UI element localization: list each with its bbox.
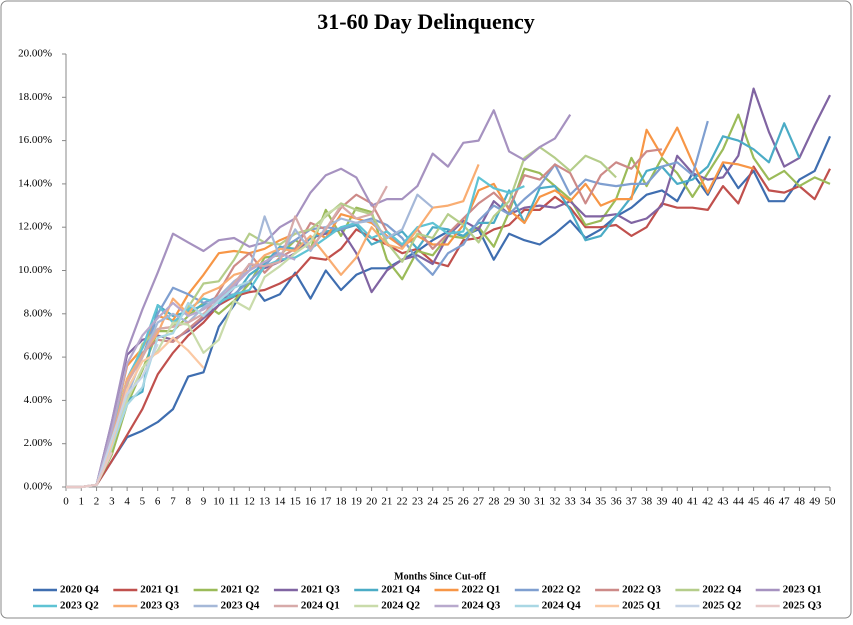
- legend-label: 2023 Q3: [140, 600, 179, 612]
- legend-label: 2022 Q2: [542, 584, 581, 596]
- legend-label: 2023 Q2: [60, 600, 99, 612]
- x-tick-label: 39: [656, 496, 668, 508]
- legend-label: 2025 Q3: [783, 600, 822, 612]
- legend-label: 2024 Q4: [542, 600, 581, 612]
- x-tick-label: 10: [213, 496, 225, 508]
- x-tick-label: 41: [687, 496, 698, 508]
- x-tick-label: 26: [458, 496, 470, 508]
- x-tick-label: 15: [290, 496, 302, 508]
- series-line: [66, 109, 572, 489]
- x-tick-label: 9: [201, 496, 207, 508]
- x-tick-label: 13: [259, 496, 271, 508]
- legend-label: 2021 Q2: [221, 584, 260, 596]
- x-tick-label: 3: [109, 496, 115, 508]
- x-tick-label: 43: [718, 496, 730, 508]
- x-tick-label: 31: [534, 496, 545, 508]
- x-tick-label: 46: [763, 496, 775, 508]
- y-tick-label: 18.00%: [18, 91, 52, 103]
- y-tick-label: 4.00%: [24, 394, 52, 406]
- x-tick-label: 2: [94, 496, 100, 508]
- x-tick-label: 5: [140, 496, 146, 508]
- x-tick-label: 32: [549, 496, 560, 508]
- x-tick-label: 8: [185, 496, 191, 508]
- x-tick-label: 18: [336, 496, 348, 508]
- legend-label: 2025 Q2: [702, 600, 741, 612]
- legend-label: 2021 Q3: [301, 584, 340, 596]
- x-tick-label: 37: [626, 496, 638, 508]
- x-tick-label: 45: [748, 496, 760, 508]
- x-tick-label: 27: [473, 496, 485, 508]
- legend-label: 2025 Q1: [622, 600, 661, 612]
- series-line: [66, 87, 831, 489]
- x-tick-label: 50: [825, 496, 837, 508]
- x-tick-label: 42: [702, 496, 713, 508]
- legend-label: 2020 Q4: [60, 584, 99, 596]
- x-tick-label: 21: [381, 496, 392, 508]
- x-tick-label: 38: [641, 496, 653, 508]
- legend-label: 2024 Q3: [462, 600, 501, 612]
- x-tick-label: 25: [443, 496, 455, 508]
- x-tick-label: 44: [733, 496, 745, 508]
- legend-label: 2021 Q4: [381, 584, 420, 596]
- y-tick-label: 10.00%: [18, 264, 52, 276]
- x-tick-label: 40: [672, 496, 684, 508]
- legend-label: 2022 Q1: [462, 584, 501, 596]
- x-tick-label: 36: [611, 496, 623, 508]
- legend-label: 2022 Q4: [702, 584, 741, 596]
- x-tick-label: 33: [565, 496, 577, 508]
- legend-label: 2023 Q1: [783, 584, 822, 596]
- x-tick-label: 35: [595, 496, 607, 508]
- x-tick-label: 19: [351, 496, 363, 508]
- y-tick-label: 2.00%: [24, 437, 52, 449]
- x-tick-label: 4: [124, 496, 130, 508]
- x-tick-label: 49: [809, 496, 821, 508]
- x-tick-label: 24: [427, 496, 439, 508]
- series-line: [66, 135, 832, 489]
- series-line: [66, 148, 663, 489]
- y-tick-label: 0.00%: [24, 481, 52, 493]
- legend-label: 2023 Q4: [221, 600, 260, 612]
- y-tick-label: 8.00%: [24, 307, 52, 319]
- legend-label: 2024 Q1: [301, 600, 340, 612]
- legend-label: 2021 Q1: [140, 584, 179, 596]
- x-tick-label: 11: [229, 496, 240, 508]
- x-tick-label: 17: [320, 496, 332, 508]
- legend-label: 2024 Q2: [381, 600, 420, 612]
- y-tick-label: 6.00%: [24, 351, 52, 363]
- x-tick-label: 30: [519, 496, 531, 508]
- y-tick-label: 20.00%: [18, 48, 52, 60]
- x-tick-label: 0: [63, 496, 69, 508]
- x-tick-label: 47: [779, 496, 791, 508]
- x-tick-label: 22: [397, 496, 408, 508]
- x-tick-label: 29: [504, 496, 516, 508]
- x-axis-label: Months Since Cut-off: [394, 571, 486, 582]
- legend-label: 2022 Q3: [622, 584, 661, 596]
- y-tick-label: 14.00%: [18, 177, 52, 189]
- x-tick-label: 7: [170, 496, 176, 508]
- x-tick-label: 48: [794, 496, 806, 508]
- y-tick-label: 16.00%: [18, 134, 52, 146]
- series-line: [66, 165, 831, 489]
- x-tick-label: 23: [412, 496, 424, 508]
- series-line: [66, 120, 709, 489]
- x-tick-label: 12: [244, 496, 255, 508]
- x-tick-label: 16: [305, 496, 317, 508]
- x-tick-label: 14: [274, 496, 286, 508]
- x-tick-label: 28: [488, 496, 500, 508]
- series-line: [66, 176, 525, 489]
- series-line: [66, 451, 113, 489]
- x-tick-label: 20: [366, 496, 378, 508]
- x-tick-label: 6: [155, 496, 161, 508]
- chart-title: 31-60 Day Delinquency: [317, 9, 535, 34]
- x-tick-label: 34: [580, 496, 592, 508]
- series-line: [66, 122, 801, 489]
- series-line: [66, 252, 296, 489]
- x-tick-label: 1: [79, 496, 85, 508]
- series-line: [66, 163, 480, 489]
- y-tick-label: 12.00%: [18, 221, 52, 233]
